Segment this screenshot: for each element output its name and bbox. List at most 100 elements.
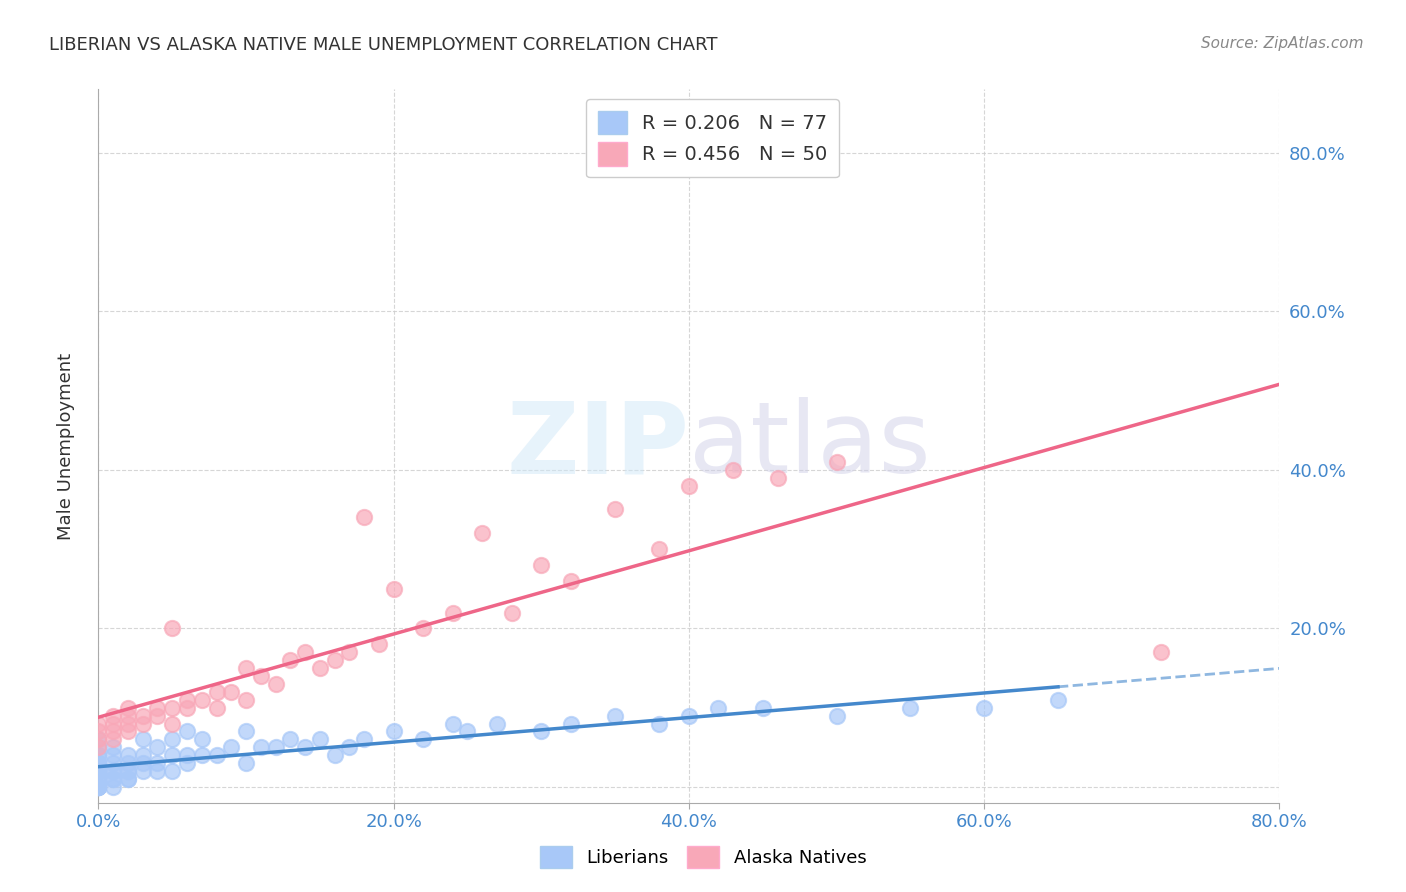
- Point: [87, 764, 110, 778]
- Point: [117, 748, 139, 763]
- Point: [723, 463, 745, 477]
- Point: [132, 748, 155, 763]
- Point: [560, 716, 582, 731]
- Point: [87, 748, 110, 763]
- Point: [339, 740, 360, 755]
- Point: [87, 780, 110, 794]
- Point: [441, 606, 464, 620]
- Point: [205, 700, 228, 714]
- Point: [103, 748, 125, 763]
- Point: [678, 478, 700, 492]
- Point: [456, 724, 478, 739]
- Point: [146, 764, 169, 778]
- Point: [87, 756, 110, 771]
- Point: [117, 716, 139, 731]
- Point: [132, 716, 155, 731]
- Point: [117, 772, 139, 786]
- Point: [309, 732, 332, 747]
- Point: [87, 780, 110, 794]
- Point: [103, 764, 125, 778]
- Point: [412, 621, 434, 635]
- Point: [766, 471, 789, 485]
- Point: [162, 716, 183, 731]
- Point: [103, 772, 125, 786]
- Point: [339, 645, 360, 659]
- Text: LIBERIAN VS ALASKA NATIVE MALE UNEMPLOYMENT CORRELATION CHART: LIBERIAN VS ALASKA NATIVE MALE UNEMPLOYM…: [49, 36, 717, 54]
- Point: [103, 716, 125, 731]
- Point: [103, 724, 125, 739]
- Point: [87, 756, 110, 771]
- Point: [103, 756, 125, 771]
- Point: [103, 708, 125, 723]
- Point: [560, 574, 582, 588]
- Point: [235, 724, 257, 739]
- Point: [441, 716, 464, 731]
- Point: [678, 708, 700, 723]
- Point: [87, 732, 110, 747]
- Point: [605, 502, 627, 516]
- Point: [87, 764, 110, 778]
- Legend: R = 0.206   N = 77, R = 0.456   N = 50: R = 0.206 N = 77, R = 0.456 N = 50: [586, 99, 839, 178]
- Point: [530, 558, 553, 572]
- Point: [132, 764, 155, 778]
- Point: [648, 716, 671, 731]
- Point: [264, 740, 287, 755]
- Point: [825, 708, 848, 723]
- Point: [309, 661, 332, 675]
- Point: [219, 685, 242, 699]
- Point: [278, 732, 302, 747]
- Point: [87, 772, 110, 786]
- Point: [132, 756, 155, 771]
- Point: [353, 510, 375, 524]
- Point: [146, 740, 169, 755]
- Point: [162, 700, 183, 714]
- Point: [87, 748, 110, 763]
- Point: [825, 455, 848, 469]
- Point: [278, 653, 302, 667]
- Point: [191, 748, 214, 763]
- Point: [205, 748, 228, 763]
- Point: [117, 708, 139, 723]
- Point: [87, 732, 110, 747]
- Point: [751, 700, 773, 714]
- Point: [205, 685, 228, 699]
- Point: [973, 700, 995, 714]
- Point: [353, 732, 375, 747]
- Point: [162, 621, 183, 635]
- Point: [146, 708, 169, 723]
- Point: [235, 661, 257, 675]
- Point: [103, 780, 125, 794]
- Point: [87, 724, 110, 739]
- Point: [87, 772, 110, 786]
- Point: [264, 677, 287, 691]
- Point: [117, 772, 139, 786]
- Point: [103, 772, 125, 786]
- Point: [87, 780, 110, 794]
- Point: [87, 764, 110, 778]
- Point: [103, 764, 125, 778]
- Y-axis label: Male Unemployment: Male Unemployment: [56, 352, 75, 540]
- Point: [176, 692, 198, 706]
- Point: [87, 780, 110, 794]
- Point: [191, 732, 214, 747]
- Text: atlas: atlas: [689, 398, 931, 494]
- Point: [117, 724, 139, 739]
- Point: [471, 526, 494, 541]
- Point: [87, 756, 110, 771]
- Point: [146, 700, 169, 714]
- Point: [501, 606, 523, 620]
- Point: [486, 716, 509, 731]
- Point: [323, 653, 346, 667]
- Point: [87, 740, 110, 755]
- Point: [294, 740, 316, 755]
- Point: [235, 756, 257, 771]
- Point: [176, 700, 198, 714]
- Point: [117, 764, 139, 778]
- Point: [146, 756, 169, 771]
- Point: [382, 582, 405, 596]
- Point: [900, 700, 922, 714]
- Point: [235, 692, 257, 706]
- Point: [87, 772, 110, 786]
- Point: [323, 748, 346, 763]
- Text: Source: ZipAtlas.com: Source: ZipAtlas.com: [1201, 36, 1364, 51]
